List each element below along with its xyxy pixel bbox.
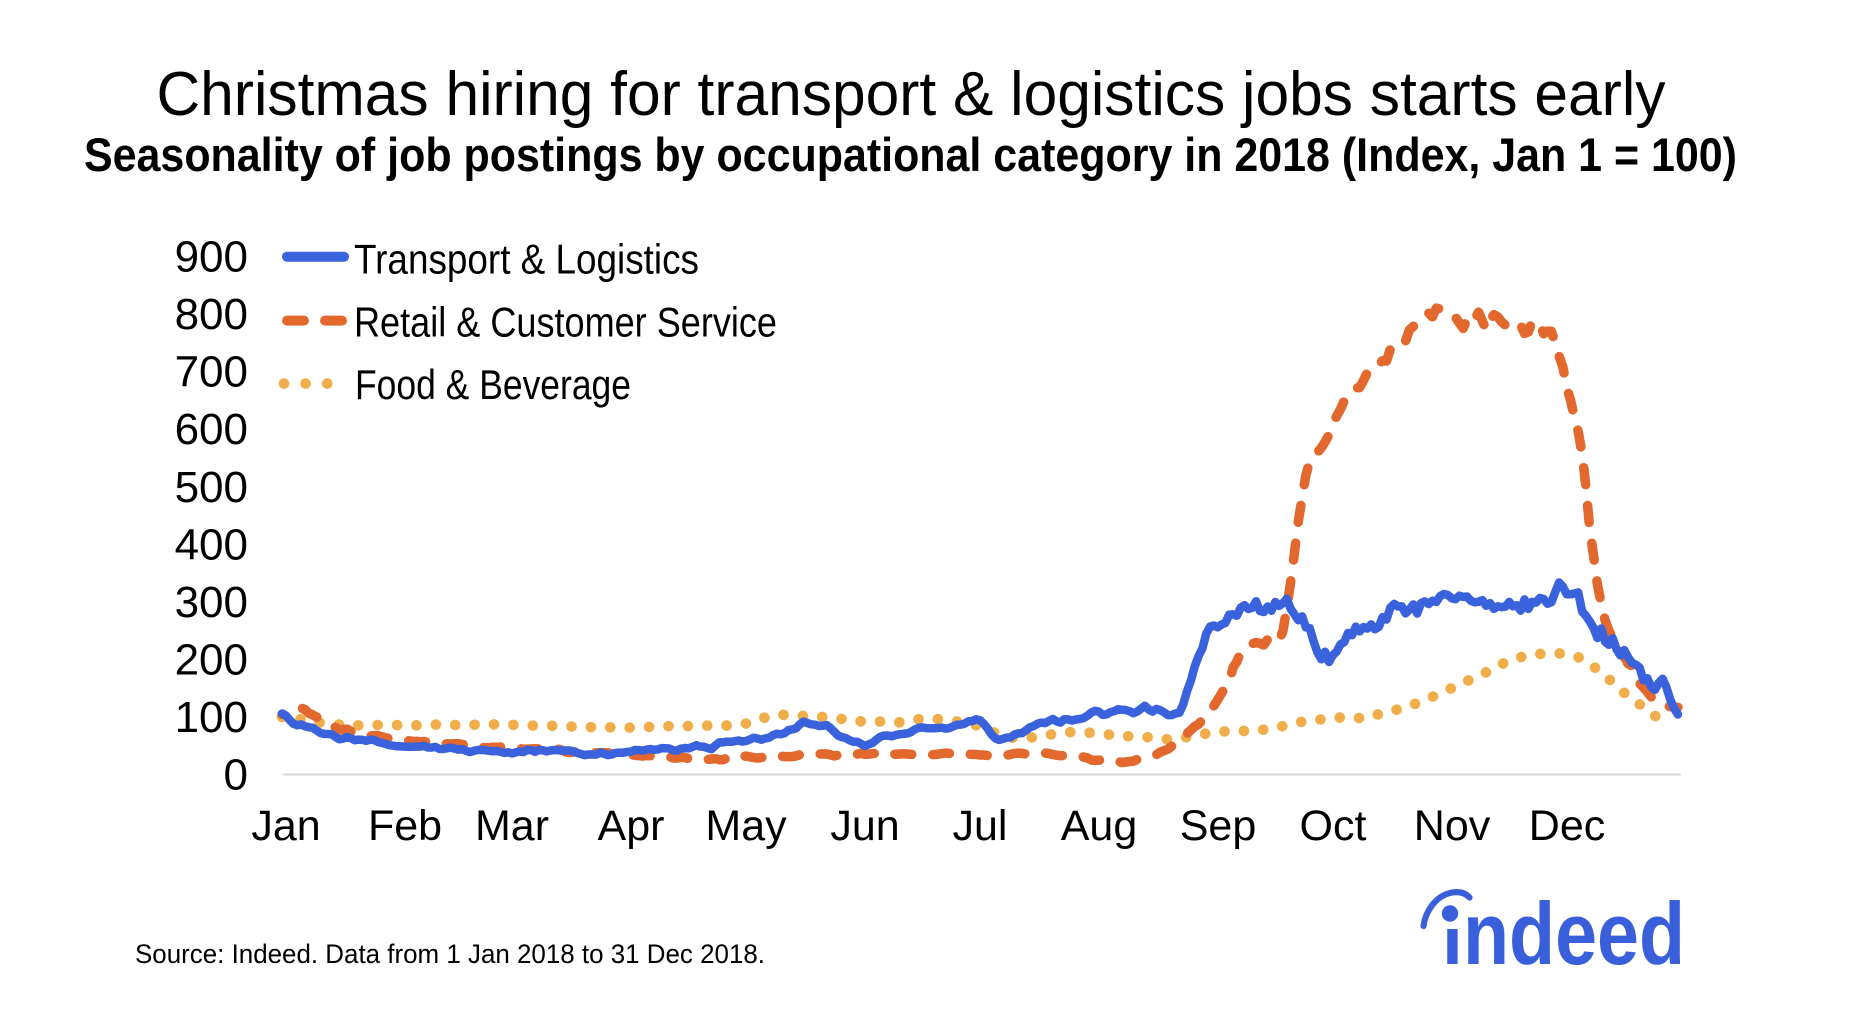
svg-text:0: 0 bbox=[224, 751, 248, 800]
svg-text:Jul: Jul bbox=[953, 802, 1008, 850]
svg-text:900: 900 bbox=[175, 233, 248, 282]
svg-text:Food & Beverage: Food & Beverage bbox=[355, 361, 631, 408]
svg-text:Feb: Feb bbox=[368, 802, 442, 850]
svg-text:300: 300 bbox=[175, 578, 248, 627]
svg-text:400: 400 bbox=[175, 520, 248, 569]
svg-text:100: 100 bbox=[175, 693, 248, 742]
svg-text:Mar: Mar bbox=[475, 802, 549, 850]
svg-text:Dec: Dec bbox=[1529, 802, 1605, 850]
svg-text:Source: Indeed. Data from 1 Ja: Source: Indeed. Data from 1 Jan 2018 to … bbox=[135, 939, 765, 969]
svg-text:Jan: Jan bbox=[251, 802, 320, 850]
svg-text:Apr: Apr bbox=[598, 802, 665, 850]
svg-text:800: 800 bbox=[175, 290, 248, 339]
svg-text:700: 700 bbox=[175, 348, 248, 397]
svg-text:Aug: Aug bbox=[1061, 802, 1138, 850]
svg-text:Transport & Logistics: Transport & Logistics bbox=[354, 236, 699, 283]
svg-text:Jun: Jun bbox=[830, 802, 899, 850]
svg-text:indeed: indeed bbox=[1442, 884, 1685, 983]
svg-text:Nov: Nov bbox=[1414, 802, 1491, 850]
svg-text:Retail & Customer Service: Retail & Customer Service bbox=[354, 298, 777, 345]
svg-text:Oct: Oct bbox=[1300, 802, 1367, 850]
svg-text:May: May bbox=[705, 802, 787, 850]
svg-text:Christmas hiring for transport: Christmas hiring for transport & logisti… bbox=[157, 59, 1667, 129]
svg-text:Seasonality of job postings by: Seasonality of job postings by occupatio… bbox=[84, 128, 1737, 181]
svg-text:500: 500 bbox=[175, 463, 248, 512]
svg-text:Sep: Sep bbox=[1180, 802, 1257, 850]
svg-text:600: 600 bbox=[175, 405, 248, 454]
svg-text:200: 200 bbox=[175, 636, 248, 685]
